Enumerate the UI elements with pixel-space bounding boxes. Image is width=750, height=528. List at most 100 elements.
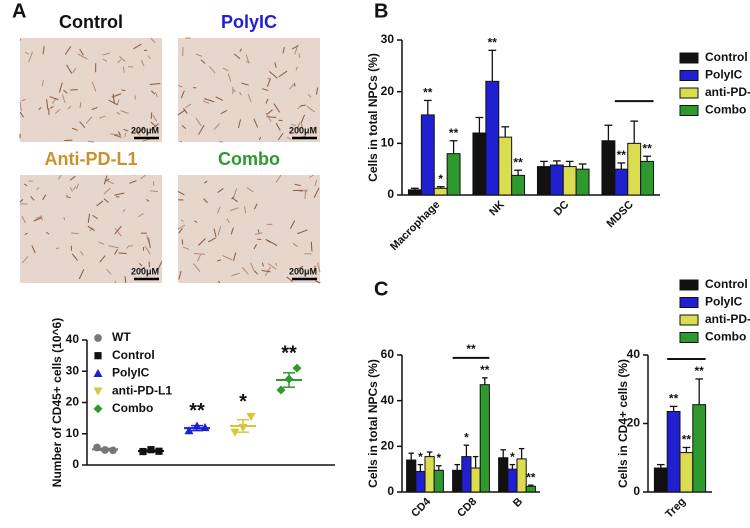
- stain: [266, 109, 273, 115]
- significance: *: [436, 451, 441, 465]
- stain: [222, 67, 229, 72]
- significance: **: [642, 141, 652, 155]
- stain: [178, 228, 183, 234]
- stain: [146, 199, 150, 202]
- significance: **: [513, 155, 523, 169]
- bar: [420, 114, 435, 196]
- stain: [24, 232, 28, 236]
- bar: [575, 168, 590, 196]
- bar: [446, 153, 461, 196]
- stain: [277, 132, 284, 141]
- legend-swatch: [679, 297, 699, 308]
- stain: [177, 190, 185, 196]
- stain: [21, 256, 29, 264]
- stain: [120, 110, 129, 114]
- x-tick-label: CD8: [455, 496, 479, 520]
- stain: [295, 66, 298, 71]
- stain: [273, 103, 281, 113]
- y-tick-label: 40: [381, 393, 395, 407]
- stain: [222, 255, 233, 261]
- significance: **: [480, 363, 490, 377]
- stain: [71, 253, 78, 261]
- stain: [217, 259, 222, 262]
- stain: [289, 220, 296, 229]
- stain: [269, 70, 278, 79]
- stain: [308, 174, 314, 179]
- stain: [119, 55, 126, 62]
- stain: [177, 224, 186, 230]
- bar: [433, 469, 444, 493]
- stain: [305, 189, 309, 193]
- stain: [233, 53, 241, 60]
- legend-swatch: [679, 279, 699, 291]
- stain: [265, 98, 269, 104]
- stain: [197, 254, 201, 262]
- stain: [21, 98, 26, 102]
- legend-marker: [93, 387, 103, 396]
- stain: [28, 51, 33, 63]
- y-axis-label: Cells in total NPCs (%): [366, 53, 380, 182]
- significance: **: [189, 400, 205, 422]
- stain: [139, 266, 146, 271]
- stain: [116, 99, 120, 105]
- stain: [31, 245, 36, 254]
- stain: [298, 53, 301, 58]
- stain: [246, 187, 254, 193]
- stain: [19, 102, 22, 112]
- legend-label: WT: [112, 330, 131, 344]
- stain: [194, 220, 198, 223]
- stain: [19, 199, 24, 203]
- stain: [61, 94, 66, 103]
- stain: [230, 207, 239, 212]
- stain: [193, 263, 201, 273]
- stain: [150, 112, 153, 119]
- stain: [92, 214, 98, 220]
- stain: [299, 189, 306, 192]
- stain: [317, 262, 321, 273]
- micrograph: [178, 38, 320, 142]
- stain: [265, 112, 272, 122]
- stain: [241, 82, 249, 86]
- stain: [253, 118, 259, 128]
- stain: [177, 109, 186, 116]
- stain: [85, 116, 93, 124]
- stain: [213, 123, 221, 131]
- stain: [35, 216, 42, 219]
- stain: [114, 225, 122, 235]
- data-point: [230, 428, 240, 437]
- stain: [232, 197, 238, 203]
- bar: [640, 160, 655, 196]
- stain: [69, 187, 73, 192]
- scale-label: 200μM: [131, 266, 159, 276]
- stain: [78, 269, 85, 280]
- stain: [267, 240, 278, 247]
- stain: [257, 229, 260, 234]
- data-point: [184, 426, 194, 435]
- bar: [692, 404, 707, 493]
- stain: [181, 239, 184, 245]
- x-tick-label: NK: [487, 199, 507, 219]
- significance: *: [239, 391, 247, 413]
- stain: [275, 122, 281, 131]
- stain: [116, 111, 121, 115]
- stain: [144, 245, 151, 255]
- stain: [106, 269, 112, 275]
- stain: [267, 263, 277, 270]
- stain: [71, 232, 79, 235]
- legend-label: Control: [705, 50, 748, 64]
- stain: [185, 103, 192, 109]
- stain: [138, 263, 143, 267]
- stain: [282, 47, 285, 54]
- stain: [114, 227, 122, 237]
- legend-swatch: [679, 332, 699, 343]
- stain: [230, 227, 234, 235]
- stain: [88, 140, 94, 143]
- legend-label: Combo: [705, 103, 746, 117]
- stain: [233, 188, 238, 198]
- stain: [315, 280, 321, 284]
- bar: [562, 166, 577, 196]
- bar: [507, 468, 518, 493]
- stain: [217, 226, 222, 236]
- bar: [452, 469, 463, 493]
- stain: [114, 248, 119, 255]
